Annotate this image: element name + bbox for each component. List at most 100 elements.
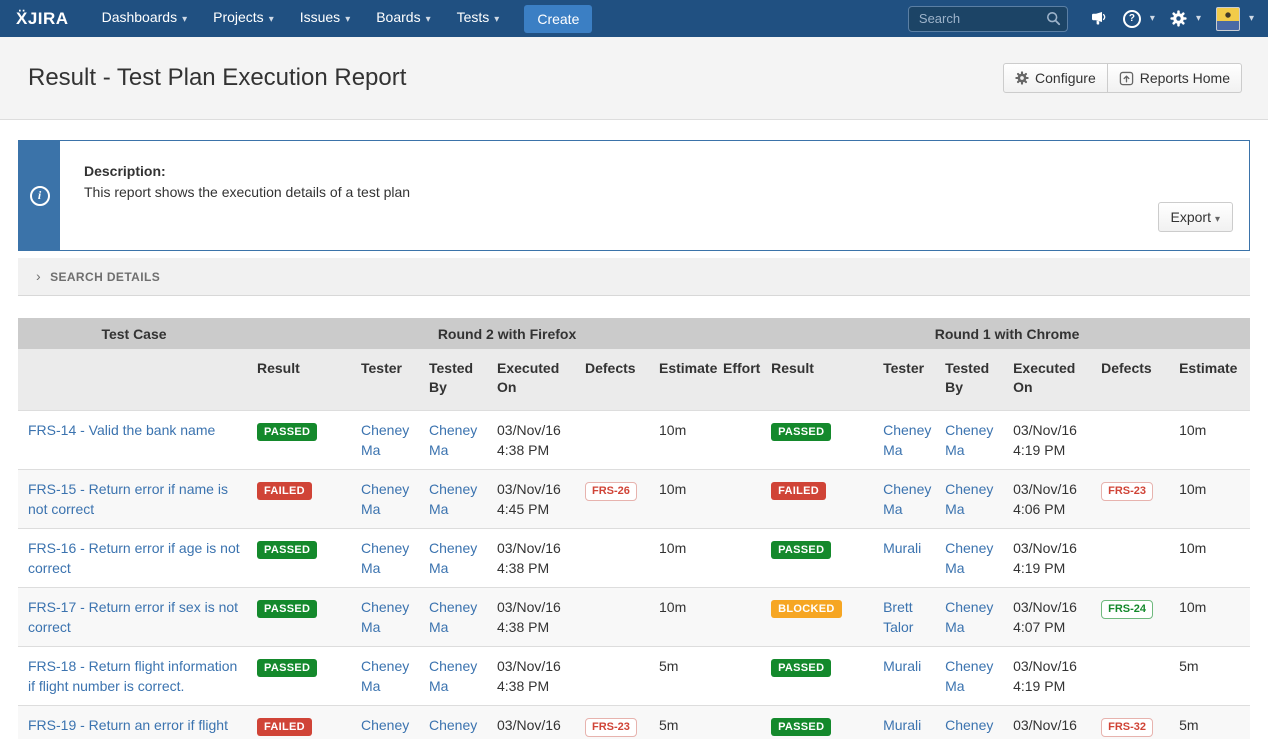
estimate-cell: 10m (652, 411, 716, 470)
tested-by-link[interactable]: Cheney Ma (945, 658, 993, 694)
table-group-header-row: Test Case Round 2 with Firefox Round 1 w… (18, 318, 1250, 349)
estimate-cell: 10m (652, 529, 716, 588)
tester-link[interactable]: Brett Talor (883, 599, 913, 635)
tested-by-link[interactable]: Cheney Ma (945, 717, 993, 739)
test-case-link[interactable]: FRS-16 - Return error if age is not corr… (28, 540, 240, 576)
tester-link[interactable]: Murali (883, 658, 921, 674)
nav-label: Issues (300, 9, 340, 25)
nav-label: Dashboards (102, 9, 178, 25)
table-row: FRS-19 - Return an error if flight numbe… (18, 706, 1250, 739)
tested-by-cell: Cheney Ma (938, 588, 1006, 647)
defects-cell (1094, 411, 1172, 470)
tester-link[interactable]: Cheney Ma (361, 540, 409, 576)
tested-by-link[interactable]: Cheney Ma (429, 599, 477, 635)
megaphone-icon (1091, 11, 1108, 26)
tested-by-cell: Cheney Ma (422, 706, 490, 739)
quick-search (908, 6, 1068, 32)
execution-report-table: Test Case Round 2 with Firefox Round 1 w… (18, 318, 1250, 739)
tested-by-cell: Cheney Ma (938, 706, 1006, 739)
tester-link[interactable]: Cheney Ma (883, 481, 931, 517)
tested-by-link[interactable]: Cheney Ma (429, 658, 477, 694)
defect-link[interactable]: FRS-26 (585, 482, 637, 501)
nav-boards[interactable]: Boards▾ (363, 0, 443, 38)
tester-cell: Cheney Ma (876, 411, 938, 470)
nav-projects[interactable]: Projects▾ (200, 0, 287, 38)
tester-link[interactable]: Cheney Ma (361, 422, 409, 458)
defect-link[interactable]: FRS-23 (585, 718, 637, 737)
tester-link[interactable]: Cheney Ma (361, 717, 409, 739)
description-text: This report shows the execution details … (84, 184, 1225, 200)
status-lozenge: FAILED (771, 482, 826, 500)
jira-logo[interactable]: ẌJIRA (16, 9, 69, 29)
defect-link[interactable]: FRS-23 (1101, 482, 1153, 501)
reports-home-label: Reports Home (1140, 70, 1230, 86)
search-details-toggle[interactable]: › SEARCH DETAILS (18, 258, 1250, 296)
executed-on-cell: 03/Nov/16 4:19 PM (1006, 529, 1094, 588)
status-lozenge: FAILED (257, 482, 312, 500)
executed-on-cell: 03/Nov/16 4:19 PM (1006, 647, 1094, 706)
tested-by-cell: Cheney Ma (938, 470, 1006, 529)
page-header: Result - Test Plan Execution Report Conf… (0, 37, 1268, 120)
page-title: Result - Test Plan Execution Report (28, 64, 406, 92)
info-strip: i (19, 141, 60, 250)
help-icon: ? (1123, 10, 1141, 28)
nav-dashboards[interactable]: Dashboards▾ (89, 0, 201, 38)
tested-by-link[interactable]: Cheney Ma (945, 422, 993, 458)
tester-link[interactable]: Cheney Ma (883, 422, 931, 458)
test-case-link[interactable]: FRS-19 - Return an error if flight numbe… (28, 717, 228, 739)
tester-link[interactable]: Cheney Ma (361, 658, 409, 694)
export-label: Export (1171, 209, 1211, 225)
tested-by-link[interactable]: Cheney Ma (429, 540, 477, 576)
executed-on-cell: 03/Nov/16 4:07 PM (1006, 588, 1094, 647)
col-r2-effort: Effort (716, 349, 764, 411)
nav-label: Tests (457, 9, 490, 25)
col-r1-result: Result (764, 349, 876, 411)
admin-menu-button[interactable]: ▾ (1170, 10, 1201, 27)
defects-cell (578, 411, 652, 470)
tester-link[interactable]: Cheney Ma (361, 481, 409, 517)
tested-by-cell: Cheney Ma (938, 529, 1006, 588)
defect-link[interactable]: FRS-24 (1101, 600, 1153, 619)
defect-link[interactable]: FRS-32 (1101, 718, 1153, 737)
configure-label: Configure (1035, 70, 1096, 86)
tested-by-link[interactable]: Cheney Ma (429, 422, 477, 458)
user-avatar (1216, 7, 1240, 31)
test-case-link[interactable]: FRS-14 - Valid the bank name (28, 422, 215, 438)
col-r1-executed-on: Executed On (1006, 349, 1094, 411)
tested-by-link[interactable]: Cheney Ma (429, 481, 477, 517)
tester-cell: Cheney Ma (354, 706, 422, 739)
reports-home-button[interactable]: Reports Home (1108, 63, 1242, 93)
test-case-link[interactable]: FRS-18 - Return flight information if fl… (28, 658, 237, 694)
tested-by-cell: Cheney Ma (938, 647, 1006, 706)
nav-label: Projects (213, 9, 264, 25)
status-lozenge: PASSED (771, 423, 831, 441)
test-case-link[interactable]: FRS-17 - Return error if sex is not corr… (28, 599, 238, 635)
export-button[interactable]: Export▾ (1158, 202, 1234, 232)
announcement-button[interactable] (1091, 11, 1108, 26)
tester-cell: Brett Talor (876, 588, 938, 647)
gear-icon (1015, 71, 1029, 85)
tester-link[interactable]: Murali (883, 540, 921, 556)
tester-link[interactable]: Murali (883, 717, 921, 733)
report-home-icon (1119, 71, 1134, 86)
tested-by-link[interactable]: Cheney Ma (429, 717, 477, 739)
executed-on-cell: 03/Nov/16 4:19 PM (1006, 706, 1094, 739)
result-cell: PASSED (764, 529, 876, 588)
configure-button[interactable]: Configure (1003, 63, 1108, 93)
table-row: FRS-15 - Return error if name is not cor… (18, 470, 1250, 529)
help-menu-button[interactable]: ? ▾ (1123, 10, 1155, 28)
create-button[interactable]: Create (524, 5, 592, 33)
search-input[interactable] (908, 6, 1068, 32)
tester-link[interactable]: Cheney Ma (361, 599, 409, 635)
test-case-cell: FRS-18 - Return flight information if fl… (18, 647, 250, 706)
test-case-link[interactable]: FRS-15 - Return error if name is not cor… (28, 481, 228, 517)
tester-cell: Cheney Ma (354, 411, 422, 470)
tested-by-link[interactable]: Cheney Ma (945, 481, 993, 517)
nav-tests[interactable]: Tests▾ (444, 0, 513, 38)
nav-issues[interactable]: Issues▾ (287, 0, 364, 38)
col-r2-executed-on: Executed On (490, 349, 578, 411)
tested-by-link[interactable]: Cheney Ma (945, 540, 993, 576)
tested-by-link[interactable]: Cheney Ma (945, 599, 993, 635)
result-cell: PASSED (764, 411, 876, 470)
user-menu-button[interactable]: ▾ (1216, 7, 1254, 31)
